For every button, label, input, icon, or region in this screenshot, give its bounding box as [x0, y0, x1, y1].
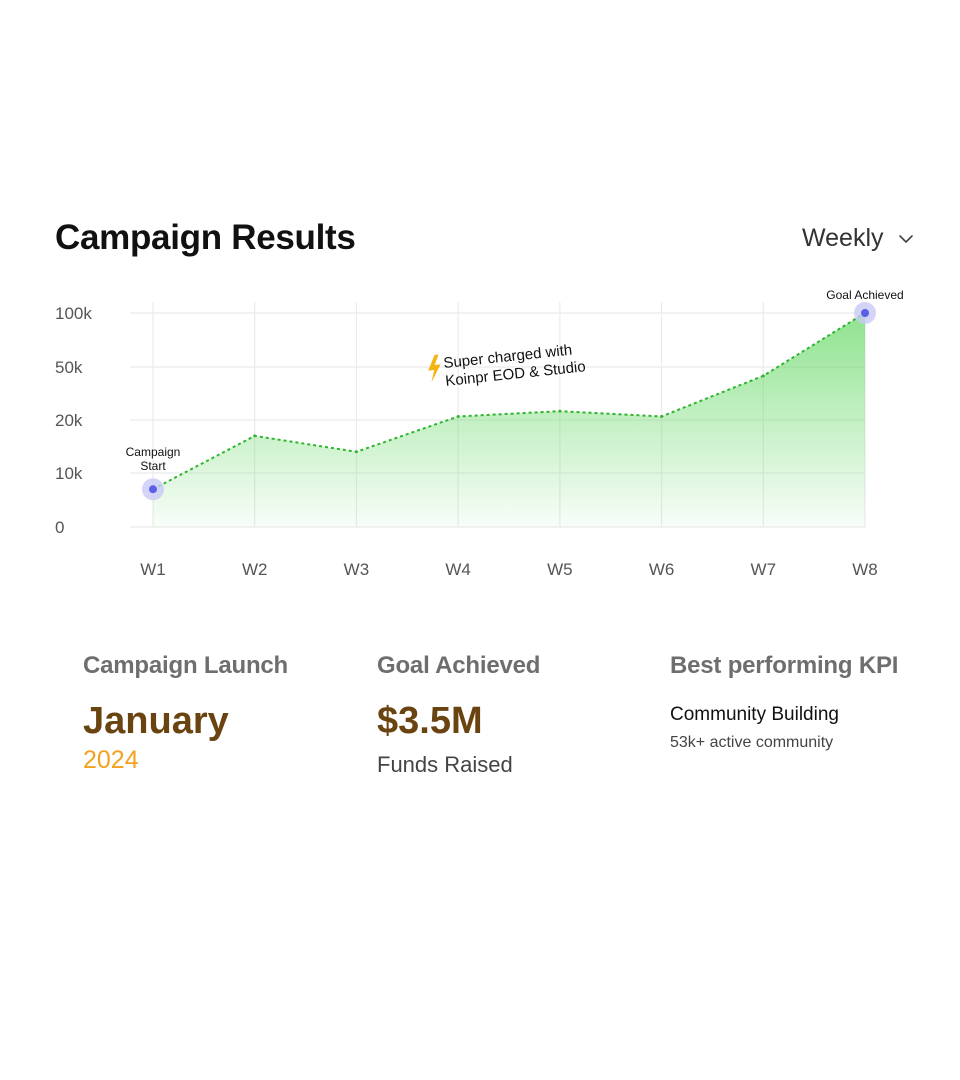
kpi-goal-sub: Funds Raised [377, 752, 513, 777]
data-point [253, 434, 257, 438]
x-tick-label: W1 [140, 560, 166, 579]
data-point [354, 450, 358, 454]
data-point [761, 374, 765, 378]
kpi-goal-achieved: Goal Achieved $3.5M Funds Raised [377, 652, 540, 778]
data-point [660, 414, 664, 418]
kpi-best-heading: Best performing KPI [670, 652, 899, 679]
marker-dot [861, 309, 869, 317]
kpi-best-detail: 53k+ active community [670, 734, 834, 751]
kpi-goal-value: $3.5M [377, 700, 483, 742]
data-point [558, 409, 562, 413]
y-tick-label: 20k [55, 411, 83, 430]
marker-dot [149, 485, 157, 494]
period-dropdown-label: Weekly [802, 224, 884, 252]
series-line [152, 312, 866, 491]
annotation-campaign-start: Start [140, 459, 166, 473]
data-point [456, 414, 460, 418]
y-tick-label: 10k [55, 464, 83, 483]
kpi-launch-year: 2024 [83, 746, 139, 774]
x-tick-label: W8 [852, 560, 878, 579]
period-dropdown[interactable]: Weekly [802, 224, 914, 253]
chevron-down-icon [898, 234, 913, 243]
page-title: Campaign Results [55, 218, 356, 257]
x-tick-label: W3 [344, 560, 370, 579]
annotation-goal-achieved: Goal Achieved [826, 288, 903, 302]
x-tick-label: W5 [547, 560, 573, 579]
kpi-campaign-launch: Campaign Launch January 2024 [83, 652, 288, 775]
annotation-campaign-start: Campaign [126, 445, 181, 459]
x-tick-label: W7 [751, 560, 777, 579]
x-tick-label: W4 [445, 560, 471, 579]
x-tick-label: W2 [242, 560, 268, 579]
lightning-icon [428, 354, 441, 383]
y-tick-label: 0 [55, 518, 64, 537]
x-tick-label: W6 [649, 560, 675, 579]
kpi-best-name: Community Building [670, 704, 839, 725]
campaign-results-chart: 100k 50k 20k 10k 0 W1 W2 W3 W4 W5 W6 W7 W8 CampaignSt… [55, 288, 904, 579]
series-area [153, 313, 865, 527]
kpi-best-performing: Best performing KPI Community Building 5… [670, 652, 898, 752]
y-tick-label: 50k [55, 358, 83, 377]
kpi-launch-month: January [83, 700, 229, 742]
kpi-goal-heading: Goal Achieved [377, 652, 541, 679]
y-tick-label: 100k [55, 304, 92, 323]
kpi-launch-heading: Campaign Launch [83, 652, 289, 679]
